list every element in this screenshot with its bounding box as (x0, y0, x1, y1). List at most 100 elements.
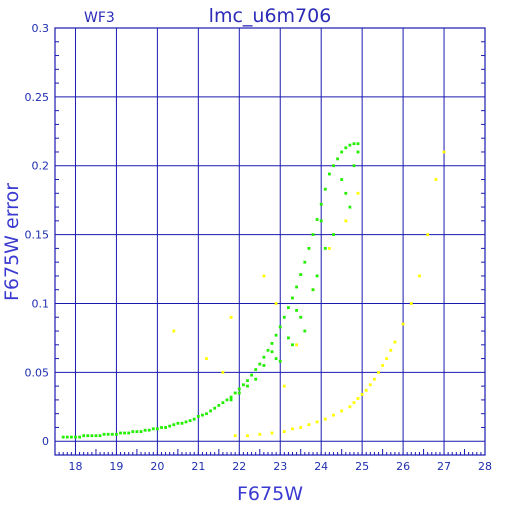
data-point (377, 371, 380, 374)
data-point (274, 302, 278, 305)
data-point (168, 424, 172, 428)
data-point (278, 325, 282, 329)
y-tick-label: 0.15 (25, 229, 50, 242)
data-points (61, 142, 446, 439)
data-point (282, 430, 286, 433)
data-point (229, 395, 233, 399)
data-point (295, 285, 298, 289)
data-point (98, 434, 102, 438)
data-point (110, 432, 114, 436)
x-tick-label: 24 (314, 460, 328, 473)
data-point (299, 426, 303, 429)
data-point (262, 364, 266, 367)
data-point (393, 340, 397, 344)
data-point (127, 431, 131, 435)
y-tick-label: 0.3 (32, 22, 50, 35)
data-point (340, 150, 344, 154)
data-point (205, 357, 208, 360)
data-point (291, 296, 294, 300)
data-point (352, 401, 356, 405)
data-point (156, 427, 159, 431)
data-point (409, 302, 413, 305)
data-point (172, 423, 176, 427)
data-point (61, 435, 65, 439)
data-point (147, 428, 151, 432)
data-point (426, 233, 430, 236)
data-point (323, 247, 327, 250)
data-point (258, 432, 262, 436)
data-point (225, 398, 229, 402)
data-point (254, 377, 258, 381)
data-point (401, 322, 405, 326)
data-point (340, 409, 344, 413)
data-point (246, 434, 249, 438)
data-point (242, 383, 245, 387)
data-point (246, 379, 249, 382)
data-point (434, 178, 438, 181)
x-axis-label: F675W (237, 483, 303, 505)
data-point (344, 191, 348, 195)
data-point (176, 421, 180, 425)
data-point (295, 309, 298, 312)
y-tick-label: 0.1 (32, 297, 50, 310)
data-point (221, 371, 225, 374)
x-tick-label: 28 (478, 460, 492, 473)
data-point (315, 274, 319, 278)
x-tick-label: 23 (273, 460, 287, 473)
data-point (352, 164, 356, 168)
y-axis-label: F675W error (1, 183, 23, 301)
data-point (311, 288, 315, 292)
data-point (78, 435, 81, 439)
data-point (295, 343, 298, 347)
data-point (328, 247, 331, 250)
data-point (299, 273, 303, 276)
data-point (209, 409, 212, 413)
y-tick-label: 0.25 (25, 91, 50, 104)
data-point (233, 434, 237, 438)
x-tick-label: 21 (191, 460, 205, 473)
data-point (254, 368, 258, 371)
data-point (102, 432, 106, 436)
data-point (323, 417, 327, 421)
x-tick-label: 19 (109, 460, 123, 473)
data-point (106, 432, 110, 436)
data-point (217, 404, 221, 407)
data-point (303, 260, 307, 264)
data-point (282, 315, 286, 319)
data-point (70, 435, 73, 439)
data-point (442, 150, 446, 154)
data-point (250, 373, 253, 377)
data-point (221, 401, 225, 405)
data-point (356, 142, 360, 146)
data-point (246, 384, 249, 388)
data-point (184, 420, 188, 424)
x-tick-label: 27 (437, 460, 451, 473)
data-point (385, 357, 389, 360)
data-point (131, 430, 135, 433)
data-point (315, 420, 319, 424)
data-point (307, 247, 311, 250)
data-point (340, 178, 344, 181)
data-point (201, 413, 204, 417)
data-point (270, 431, 274, 435)
data-point (348, 405, 352, 409)
data-point (119, 431, 122, 435)
data-point (196, 415, 200, 418)
data-point (332, 233, 335, 236)
data-point (266, 348, 270, 352)
data-point (332, 164, 335, 168)
data-point (164, 426, 167, 429)
data-point (233, 391, 237, 395)
data-point (139, 430, 143, 433)
data-point (418, 274, 421, 278)
data-point (151, 427, 155, 431)
x-tick-label: 22 (232, 460, 246, 473)
data-point (311, 233, 315, 236)
data-point (160, 426, 163, 429)
data-point (205, 412, 208, 416)
data-point (135, 430, 139, 433)
data-point (274, 333, 278, 337)
data-point (188, 419, 192, 422)
data-point (373, 377, 376, 381)
data-point (332, 413, 335, 417)
